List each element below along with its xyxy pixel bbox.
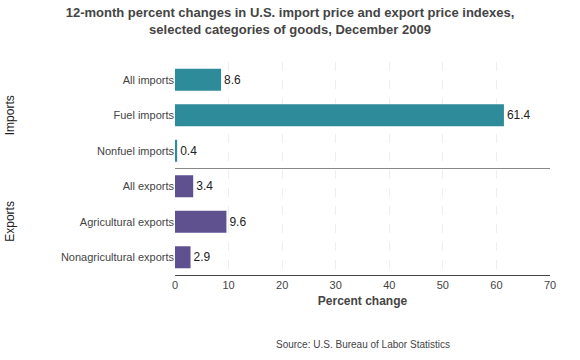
svg-text:0: 0: [172, 279, 178, 291]
svg-text:60: 60: [490, 279, 502, 291]
svg-text:Source: U.S. Bureau of Labor S: Source: U.S. Bureau of Labor Statistics: [276, 339, 450, 350]
svg-text:Imports: Imports: [3, 95, 17, 135]
svg-text:0.4: 0.4: [180, 144, 197, 158]
svg-text:20: 20: [276, 279, 288, 291]
svg-text:All exports: All exports: [123, 180, 175, 192]
svg-text:9.6: 9.6: [229, 215, 246, 229]
svg-text:Fuel imports: Fuel imports: [113, 109, 174, 121]
svg-text:30: 30: [330, 279, 342, 291]
svg-text:All imports: All imports: [123, 74, 175, 86]
svg-text:Exports: Exports: [3, 201, 17, 242]
svg-text:40: 40: [383, 279, 395, 291]
svg-text:2.9: 2.9: [194, 250, 211, 264]
svg-text:8.6: 8.6: [224, 73, 241, 87]
svg-text:12-month percent changes in U.: 12-month percent changes in U.S. import …: [66, 5, 515, 37]
svg-text:3.4: 3.4: [196, 179, 213, 193]
svg-text:Percent change: Percent change: [318, 294, 408, 308]
svg-text:Nonagricultural exports: Nonagricultural exports: [61, 251, 175, 263]
svg-text:70: 70: [544, 279, 556, 291]
svg-text:61.4: 61.4: [507, 108, 531, 122]
svg-text:10: 10: [222, 279, 234, 291]
svg-text:Nonfuel imports: Nonfuel imports: [97, 145, 175, 157]
svg-text:50: 50: [437, 279, 449, 291]
svg-text:Agricultural exports: Agricultural exports: [80, 216, 175, 228]
